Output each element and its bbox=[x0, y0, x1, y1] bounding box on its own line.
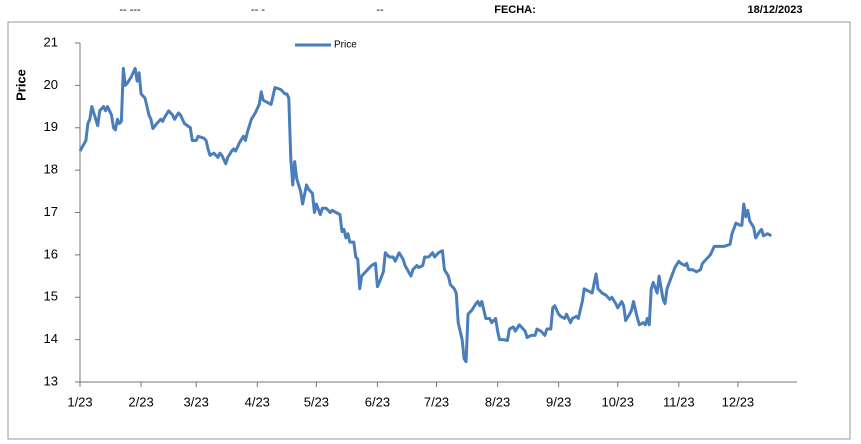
x-tick-label: 6/23 bbox=[365, 394, 390, 409]
x-tick-label: 1/23 bbox=[67, 394, 92, 409]
y-tick-label: 18 bbox=[44, 162, 58, 177]
y-tick-label: 14 bbox=[44, 331, 58, 346]
header-label: FECHA: bbox=[494, 4, 536, 16]
x-tick-label: 9/23 bbox=[546, 394, 571, 409]
header-field: -- bbox=[376, 4, 384, 16]
x-tick-label: 2/23 bbox=[128, 394, 153, 409]
x-tick-label: 7/23 bbox=[424, 394, 449, 409]
x-tick-label: 8/23 bbox=[485, 394, 510, 409]
header-field: -- --- bbox=[119, 4, 141, 16]
x-tick-label: 3/23 bbox=[184, 394, 209, 409]
x-tick-label: 12/23 bbox=[722, 394, 755, 409]
y-tick-label: 19 bbox=[44, 119, 58, 134]
y-tick-label: 13 bbox=[44, 373, 58, 388]
y-axis-label: Price bbox=[13, 69, 28, 101]
x-tick-label: 11/23 bbox=[663, 394, 695, 409]
header-field: -- - bbox=[251, 4, 265, 16]
y-tick-label: 20 bbox=[44, 77, 58, 92]
chart-border bbox=[7, 21, 851, 440]
x-tick-label: 4/23 bbox=[245, 394, 270, 409]
y-tick-label: 21 bbox=[44, 34, 58, 49]
y-tick-label: 17 bbox=[44, 204, 58, 219]
y-tick-label: 16 bbox=[44, 246, 58, 261]
x-tick-label: 10/23 bbox=[601, 394, 634, 409]
price-line bbox=[78, 66, 773, 364]
header-date: 18/12/2023 bbox=[747, 4, 802, 16]
legend-label: Price bbox=[334, 40, 357, 51]
y-tick-label: 15 bbox=[44, 289, 58, 304]
x-tick-label: 5/23 bbox=[304, 394, 329, 409]
